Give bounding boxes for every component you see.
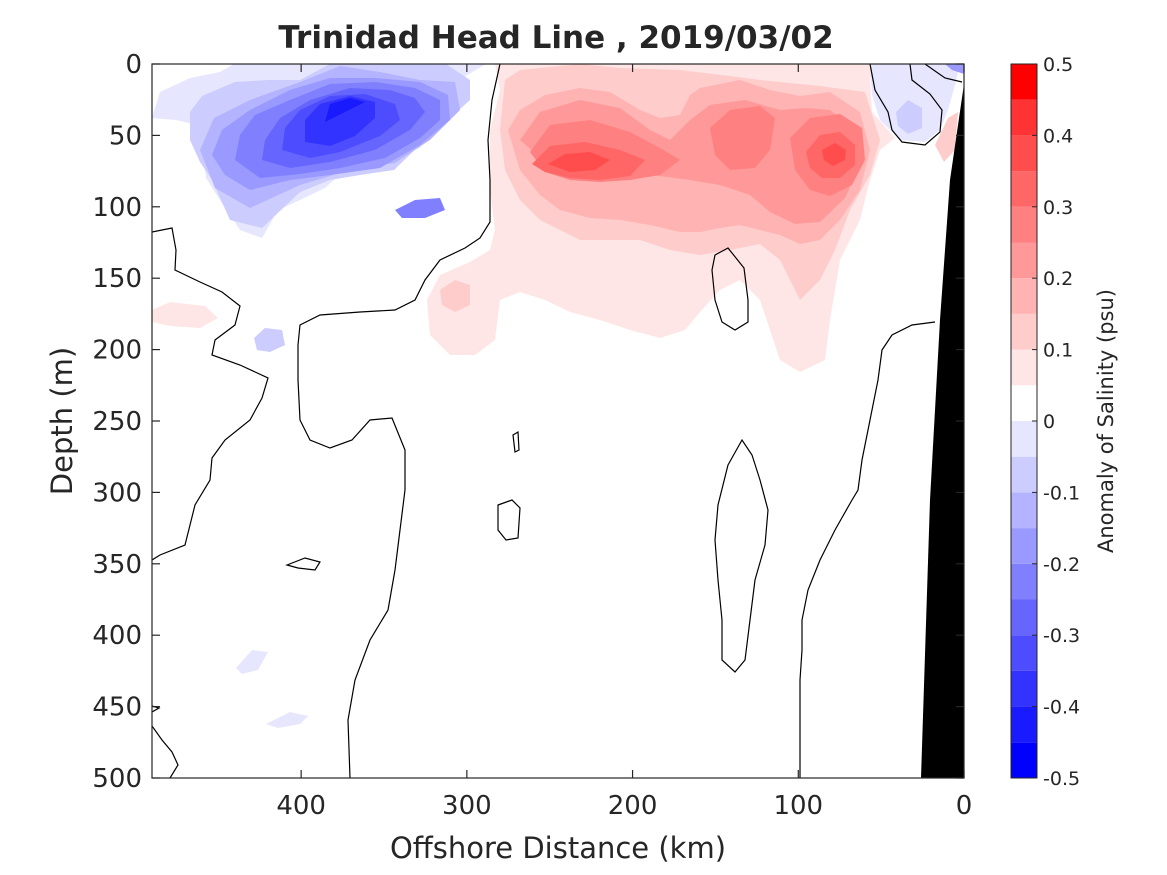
y-tick-label: 150	[92, 264, 142, 294]
colorbar-tick-label: 0.1	[1043, 340, 1073, 362]
x-tick-label: 300	[442, 791, 492, 821]
colorbar-swatch	[1011, 670, 1037, 707]
zero-contour-offshore-boundary	[152, 227, 269, 561]
x-tick-label: 400	[276, 791, 326, 821]
colorbar-tick-label: -0.5	[1043, 768, 1080, 790]
x-axis: 400 300 200 100 0	[276, 64, 972, 821]
colorbar-swatch	[1011, 64, 1037, 100]
colorbar-swatch	[1011, 385, 1037, 421]
zero-contour-small-2	[497, 499, 521, 541]
colorbar-swatch	[1011, 278, 1037, 314]
x-tick-label: 0	[956, 791, 973, 821]
colorbar-tick-label: -0.1	[1043, 482, 1080, 504]
x-axis-label: Offshore Distance (km)	[390, 831, 726, 865]
colorbar-swatch	[1011, 135, 1037, 172]
zero-contour-center-boundary	[297, 64, 501, 778]
zero-contour-offshore-bottom	[152, 725, 179, 778]
contour-fill-neg-9	[325, 98, 365, 122]
y-tick-label: 350	[92, 550, 142, 580]
colorbar: 0.5 0.4 0.3 0.2 0.1 0 -0.1 -0.2 -0.3 -0.4 -0.5	[1010, 54, 1080, 790]
zero-contour-nearshore-top	[869, 64, 943, 146]
y-tick-label: 50	[109, 121, 142, 151]
y-tick-label: 100	[92, 193, 142, 223]
colorbar-swatch	[1011, 313, 1037, 350]
negative-anomaly-offshore	[152, 64, 486, 728]
colorbar-tick-label: -0.2	[1043, 554, 1080, 576]
zero-contour-nearshore-tip	[924, 64, 963, 83]
contour-fill-neg-11	[254, 328, 285, 352]
colorbar-swatch	[1011, 242, 1037, 279]
colorbar-swatch	[1011, 99, 1037, 136]
colorbar-swatch	[1011, 563, 1037, 600]
contour-fill-pos-12	[440, 280, 470, 312]
nearshore-features	[870, 64, 964, 778]
contour-fill-neg-12	[236, 650, 268, 674]
plot-area	[152, 64, 964, 778]
colorbar-swatch	[1011, 635, 1037, 671]
contour-fill-neg-8	[305, 96, 375, 146]
colorbar-tick-label: -0.3	[1043, 625, 1080, 647]
positive-anomaly-mid	[152, 64, 900, 372]
contour-fill-pos-7	[710, 106, 775, 170]
colorbar-label: Anomaly of Salinity (psu)	[1094, 289, 1118, 553]
colorbar-tick-label: 0.2	[1043, 268, 1073, 290]
bathymetry-bottom	[921, 84, 964, 778]
colorbar-swatch	[1011, 492, 1037, 529]
colorbar-swatch	[1011, 706, 1037, 743]
colorbar-tick-label: 0	[1043, 411, 1055, 433]
contour-fill-neg-13	[266, 712, 308, 728]
colorbar-swatch	[1011, 206, 1037, 243]
y-axis: 0 50 100 150 200 250 300 350 400 450 500	[92, 50, 964, 794]
colorbar-swatch	[1011, 456, 1037, 493]
y-axis-label: Depth (m)	[45, 347, 79, 495]
chart-title: Trinidad Head Line , 2019/03/02	[278, 20, 833, 56]
contour-fill-pos-13	[152, 302, 218, 328]
contour-fill-pos-10	[548, 152, 610, 172]
y-tick-label: 250	[92, 407, 142, 437]
colorbar-tick-label: 0.4	[1043, 125, 1073, 147]
zero-contour-mid-island-deep	[714, 438, 769, 673]
y-tick-label: 200	[92, 336, 142, 366]
x-tick-label: 100	[773, 791, 823, 821]
colorbar-swatch	[1011, 599, 1037, 636]
colorbar-tick-label: -0.4	[1043, 697, 1080, 719]
contour-fill-near-pos-1	[935, 112, 958, 162]
y-tick-label: 300	[92, 478, 142, 508]
colorbar-swatch	[1011, 421, 1037, 457]
zero-contour-small-1	[512, 430, 520, 453]
colorbar-tick-label: 0.5	[1043, 54, 1073, 76]
colorbar-tick-label: 0.3	[1043, 197, 1073, 219]
x-tick-label: 200	[608, 791, 658, 821]
y-tick-label: 400	[92, 621, 142, 651]
zero-contour-nearshore-boundary	[799, 321, 936, 778]
colorbar-swatch	[1011, 349, 1037, 386]
contour-fill-near-neg-1	[870, 64, 960, 142]
colorbar-swatch	[1011, 171, 1037, 207]
contour-fill-near-neg-2	[896, 100, 922, 134]
zero-contour-small-3	[285, 557, 321, 571]
y-tick-label: 0	[125, 50, 142, 80]
y-tick-label: 450	[92, 693, 142, 723]
colorbar-swatch	[1011, 742, 1037, 778]
contour-fill-pos-11	[822, 143, 846, 166]
colorbar-swatch	[1011, 528, 1037, 564]
y-tick-label: 500	[92, 764, 142, 794]
zero-contour-mid-island	[711, 247, 749, 331]
contour-fill-neg-10	[395, 198, 445, 218]
contour-fill-near-neg-3	[945, 64, 964, 74]
